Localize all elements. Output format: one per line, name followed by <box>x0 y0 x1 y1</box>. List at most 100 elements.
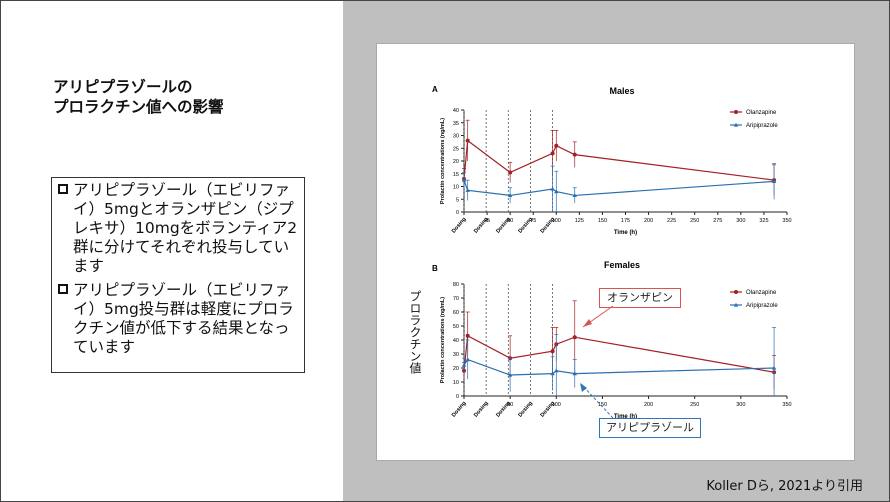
title-line-2: プロラクチン値への影響 <box>53 98 224 116</box>
aripiprazole-callout: アリピプラゾール <box>599 418 701 438</box>
x-tick-label: 300 <box>736 218 745 224</box>
y-tick-label: 35 <box>453 121 459 127</box>
bullet-text-1: アリピプラゾール（エビリファイ）5mgとオランザピン（ジプレキサ）10mgをボラ… <box>73 181 298 275</box>
x-tick-label: 325 <box>759 218 768 224</box>
y-tick-label: 40 <box>453 108 459 114</box>
data-point <box>465 188 470 192</box>
y-tick-label: 0 <box>456 394 459 400</box>
y-tick-label: 30 <box>453 134 459 140</box>
y-tick-label: 0 <box>456 210 459 216</box>
x-tick-label: 100 <box>552 402 561 408</box>
title-line-1: アリピプラゾールの <box>53 78 193 96</box>
y-tick-label: 60 <box>453 310 459 316</box>
x-tick-label: 75 <box>530 218 536 224</box>
data-point <box>554 143 559 148</box>
data-point <box>507 372 513 377</box>
panel-letter: B <box>432 264 438 273</box>
legend-marker <box>734 290 738 294</box>
prolactin-label: プロラクチン値 <box>408 290 422 374</box>
data-point <box>465 333 470 338</box>
x-tick-label: 200 <box>644 218 653 224</box>
y-tick-label: 80 <box>453 282 459 288</box>
dosing-label: Dosing <box>495 400 512 418</box>
legend-label: Aripiprazole <box>746 123 778 129</box>
x-tick-label: 250 <box>690 402 699 408</box>
x-tick-label: 150 <box>598 218 607 224</box>
data-point <box>508 170 513 175</box>
data-point <box>465 138 470 143</box>
y-tick-label: 10 <box>453 380 459 386</box>
citation-text: Koller Dら, 2021より引用 <box>706 479 863 494</box>
legend-label: Olanzapine <box>746 290 777 296</box>
data-point <box>771 365 777 370</box>
bullet-box: アリピプラゾール（エビリファイ）5mgとオランザピン（ジプレキサ）10mgをボラ… <box>51 177 305 373</box>
olanzapine-callout: オランザピン <box>599 288 681 308</box>
data-point <box>550 349 555 354</box>
x-tick-label: 200 <box>644 402 653 408</box>
data-point <box>554 189 559 194</box>
bullet-text-2: アリピプラゾール（エビリファイ）5mg投与群は軽度にプロラクチン値が低下する結果… <box>73 281 294 356</box>
y-tick-label: 15 <box>453 172 459 178</box>
dosing-label: Dosing <box>495 216 512 234</box>
x-tick-label: 350 <box>782 218 791 224</box>
y-tick-label: 20 <box>453 366 459 372</box>
data-point <box>771 179 777 183</box>
x-tick-label: 150 <box>598 402 607 408</box>
data-point <box>550 371 555 376</box>
legend-marker <box>733 302 739 307</box>
data-point <box>572 335 577 340</box>
dosing-label: Dosing <box>540 216 557 234</box>
x-tick-label: 275 <box>713 218 722 224</box>
data-point <box>507 193 513 198</box>
legend-label: Aripiprazole <box>746 303 778 309</box>
data-point <box>550 151 555 156</box>
x-tick-label: 50 <box>507 218 513 224</box>
dosing-label: Dosing <box>473 400 490 418</box>
data-point <box>461 362 467 367</box>
y-tick-label: 30 <box>453 352 459 358</box>
y-tick-label: 40 <box>453 338 459 344</box>
data-point <box>572 152 577 157</box>
x-tick-label: 50 <box>507 402 513 408</box>
dosing-label: Dosing <box>451 400 468 418</box>
series-line <box>463 334 775 373</box>
square-bullet-icon <box>58 284 68 294</box>
y-axis-label: Prolactin concentrations (ng/mL) <box>440 297 446 383</box>
series-line <box>463 358 775 376</box>
x-tick-label: 250 <box>690 218 699 224</box>
square-bullet-icon <box>58 184 68 194</box>
x-tick-label: 225 <box>667 218 676 224</box>
x-tick-label: 300 <box>736 402 745 408</box>
y-tick-label: 70 <box>453 296 459 302</box>
bullet-item-2: アリピプラゾール（エビリファイ）5mg投与群は軽度にプロラクチン値が低下する結果… <box>58 281 298 357</box>
y-tick-label: 10 <box>453 185 459 191</box>
data-point <box>572 193 577 198</box>
dosing-label: Dosing <box>473 216 490 234</box>
dosing-label: Dosing <box>451 216 468 234</box>
x-axis-label: Time (h) <box>614 230 637 236</box>
chart-title: Males <box>609 86 634 96</box>
y-tick-label: 25 <box>453 146 459 152</box>
data-point <box>572 371 577 376</box>
x-axis-label: Time (h) <box>614 414 637 420</box>
legend-marker <box>733 122 739 127</box>
figure-card: A Males 0 5 10 15 20 25 30 35 40 25 50 75 100 125 150 175… <box>376 43 855 461</box>
dosing-label: Dosing <box>517 400 534 418</box>
data-point <box>550 186 555 191</box>
x-tick-label: 25 <box>484 218 490 224</box>
bullet-item-1: アリピプラゾール（エビリファイ）5mgとオランザピン（ジプレキサ）10mgをボラ… <box>58 181 298 276</box>
x-tick-label: 100 <box>552 218 561 224</box>
data-point <box>554 368 559 373</box>
x-tick-label: 350 <box>782 402 791 408</box>
y-axis-label: Prolactin concentrations (ng/mL) <box>440 118 446 204</box>
x-tick-label: 175 <box>621 218 630 224</box>
x-tick-label: 125 <box>575 218 584 224</box>
dosing-label: Dosing <box>517 216 534 234</box>
data-point <box>461 177 467 182</box>
legend-marker <box>734 110 738 114</box>
y-tick-label: 50 <box>453 324 459 330</box>
dosing-label: Dosing <box>540 400 557 418</box>
slide-title: アリピプラゾールの プロラクチン値への影響 <box>53 77 224 117</box>
